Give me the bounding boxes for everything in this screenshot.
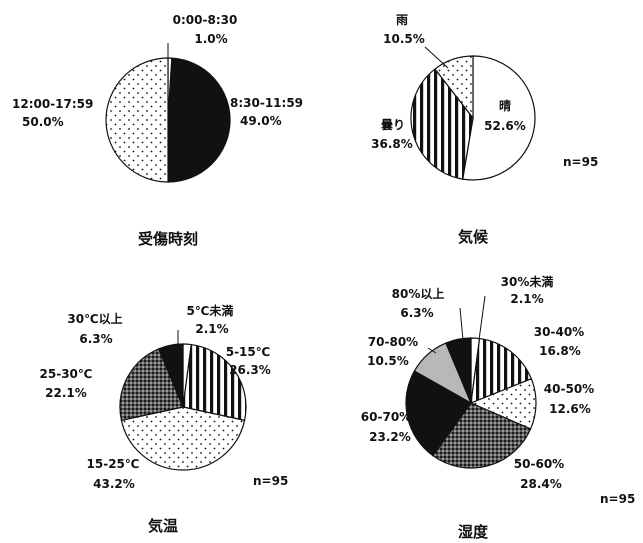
slice-value: 52.6% (484, 119, 526, 133)
chart-title: 気候 (458, 228, 489, 246)
pie-slices (105, 57, 231, 183)
leader-line (424, 46, 449, 69)
pie-slice (167, 57, 231, 183)
pie-slice (445, 337, 472, 404)
slice-value: 2.1% (510, 292, 543, 306)
slice-label: 30%未満 (501, 274, 554, 289)
pie-slice (405, 370, 472, 457)
slice-label: 25-30℃ (40, 367, 93, 381)
slice-label: 晴 (499, 98, 511, 113)
slice-value: 26.3% (229, 363, 271, 377)
slice-label: 70-80% (368, 335, 418, 349)
slice-label: 5-15℃ (226, 345, 271, 359)
slice-label: 60-70% (361, 410, 411, 424)
slice-value: 36.8% (371, 137, 413, 151)
leader-line (459, 307, 464, 341)
slice-label: 15-25℃ (87, 457, 140, 471)
slice-label: 12:00-17:59 (12, 97, 93, 111)
pie-slice (105, 57, 169, 183)
slice-label: 50-60% (514, 457, 564, 471)
slice-label: 30℃以上 (67, 311, 122, 326)
pie-slices (405, 337, 537, 469)
pie-slices (119, 343, 247, 471)
pie-chart-temperature: 5℃未満 2.1% 5-15℃ 26.3% 30℃以上 6.3% 25-30℃ … (40, 303, 289, 535)
slice-value: 43.2% (93, 477, 135, 491)
slice-value: 16.8% (539, 344, 581, 358)
chart-title: 気温 (148, 517, 178, 535)
slice-value: 2.1% (195, 322, 228, 336)
pie-slice (462, 55, 536, 181)
sample-size: n=95 (253, 474, 288, 488)
slice-value: 6.3% (79, 332, 112, 346)
leader-line (427, 347, 437, 354)
pie-slice (120, 406, 246, 471)
slice-value: 12.6% (549, 402, 591, 416)
leader-line (478, 295, 486, 341)
slice-label: 曇り (381, 118, 405, 132)
pie-slice (432, 402, 532, 469)
pie-chart-humidity: 30%未満 2.1% 30-40% 16.8% 40-50% 12.6% 50-… (361, 274, 636, 541)
pie-slice (410, 68, 474, 180)
slice-value: 22.1% (45, 386, 87, 400)
slice-label: 30-40% (534, 325, 584, 339)
slice-label: 40-50% (544, 382, 594, 396)
pie-slice (182, 343, 247, 422)
slice-value: 10.5% (383, 32, 425, 46)
pie-slice (157, 343, 184, 408)
slice-label: 0:00-8:30 (173, 13, 238, 27)
slice-value: 49.0% (240, 114, 282, 128)
slice-value: 23.2% (369, 430, 411, 444)
pie-chart-injury-time: 0:00-8:30 1.0% 8:30-11:59 49.0% 12:00-17… (12, 13, 303, 248)
slice-label: 雨 (396, 13, 408, 27)
slice-value: 50.0% (22, 115, 64, 129)
slice-value: 1.0% (194, 32, 227, 46)
sample-size: n=95 (563, 155, 598, 169)
chart-title: 湿度 (458, 523, 489, 541)
slice-value: 10.5% (367, 354, 409, 368)
pie-chart-weather: 雨 10.5% 晴 52.6% 曇り 36.8% n=95 気候 (371, 13, 598, 246)
slice-value: 6.3% (400, 306, 433, 320)
sample-size: n=95 (600, 492, 635, 506)
chart-title: 受傷時刻 (138, 230, 198, 248)
pie-slice (470, 337, 533, 404)
slice-value: 28.4% (520, 477, 562, 491)
label-background (376, 116, 410, 132)
slice-label: 8:30-11:59 (230, 96, 303, 110)
slice-label: 5℃未満 (187, 303, 234, 318)
pie-slices (410, 55, 536, 181)
pie-slice (434, 55, 474, 120)
pie-slice (119, 348, 184, 422)
slice-label: 80%以上 (392, 286, 445, 301)
